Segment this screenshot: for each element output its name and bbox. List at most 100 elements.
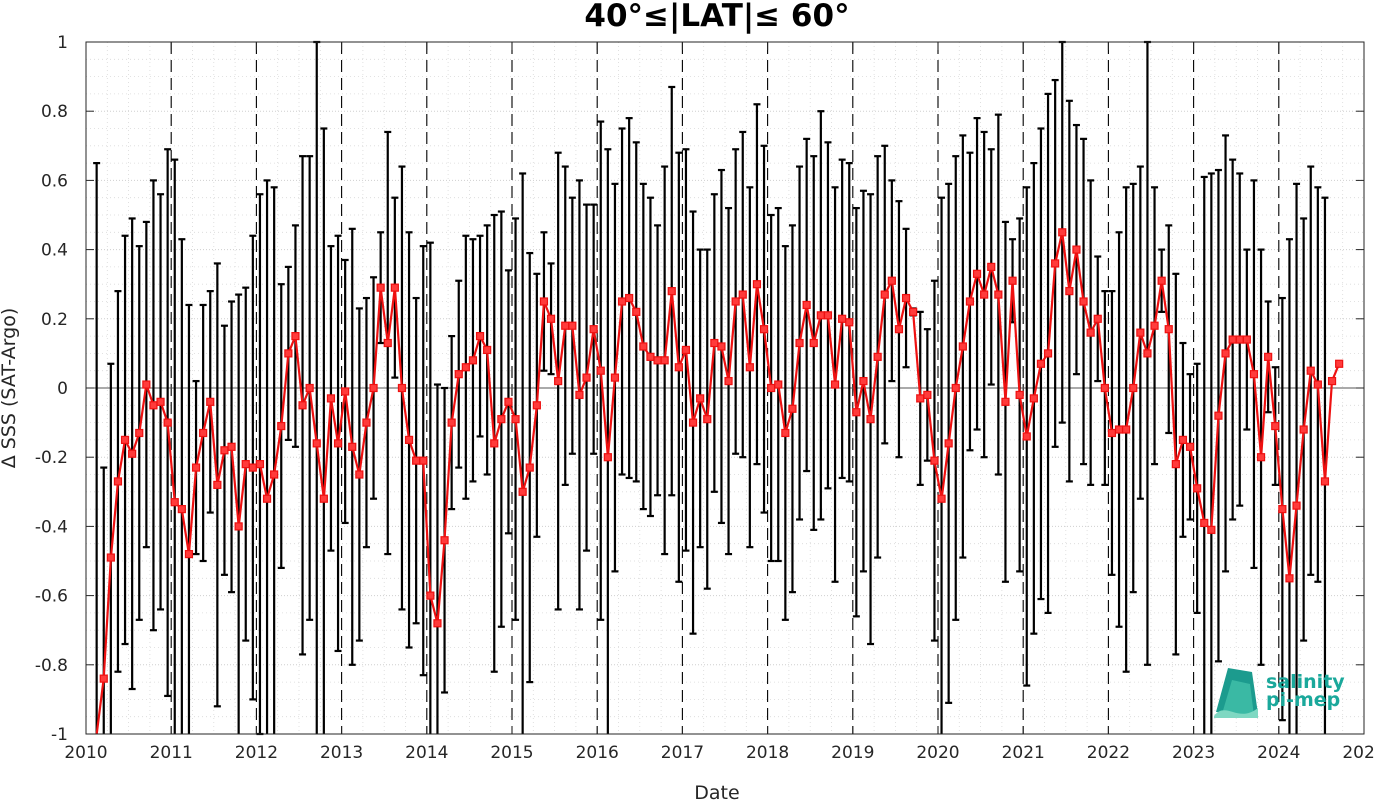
data-point-marker (454, 370, 463, 379)
data-point-marker (1107, 428, 1117, 438)
data-point-marker (475, 332, 485, 341)
data-point-marker (809, 338, 818, 348)
data-point-marker (937, 494, 946, 503)
data-point-marker (355, 470, 364, 479)
y-tick-label: -1 (51, 725, 68, 745)
data-point-marker (696, 394, 705, 403)
x-tick-label: 2021 (1002, 743, 1045, 763)
data-point-marker (838, 314, 847, 323)
wave-logo-icon (1214, 668, 1258, 718)
data-point-marker (1171, 460, 1180, 469)
x-tick-label: 2018 (746, 743, 789, 763)
data-point-marker (1072, 245, 1081, 254)
data-point-marker (1143, 349, 1152, 358)
minor-gridlines (86, 42, 1364, 734)
data-point-marker (1100, 383, 1109, 393)
y-tick-label: 0 (57, 379, 68, 399)
x-tick-label: 2015 (490, 743, 533, 763)
data-point-marker (653, 356, 662, 365)
x-tick-label: 2010 (64, 743, 107, 763)
data-point-marker (1029, 394, 1038, 403)
data-point-marker (632, 307, 641, 316)
error-bar (519, 172, 527, 734)
data-point-marker (248, 463, 257, 472)
data-point-marker (681, 345, 691, 355)
data-point-marker (674, 363, 683, 372)
data-point-marker (291, 332, 300, 341)
data-point-marker (1079, 297, 1088, 306)
x-tick-label: 2023 (1172, 743, 1215, 763)
data-point-marker (1086, 328, 1095, 337)
data-point-marker (1150, 321, 1159, 330)
x-tick-label: 2020 (916, 743, 959, 763)
error-bar (263, 179, 271, 734)
chart-title: 40°≤|LAT|≤ 60° (584, 0, 849, 34)
error-bar (171, 158, 179, 734)
data-point-marker (149, 401, 158, 410)
data-point-marker (660, 356, 669, 365)
x-tick-label: 2016 (576, 743, 619, 763)
y-tick-label: -0.4 (35, 517, 68, 537)
data-point-marker (972, 269, 982, 278)
x-tick-label: 2025 (1342, 743, 1374, 763)
data-point-marker (568, 321, 577, 330)
data-point-marker (511, 415, 520, 424)
y-tick-label: 0.4 (41, 241, 68, 261)
data-point-marker (646, 352, 655, 361)
data-point-marker (554, 376, 563, 386)
data-point-marker (1214, 411, 1223, 420)
y-axis-label: Δ SSS (SAT-Argo) (0, 308, 20, 468)
data-point-marker (994, 290, 1003, 299)
data-point-marker (625, 293, 634, 303)
data-point-marker (433, 619, 442, 628)
error-bar (433, 383, 441, 734)
data-point-marker (781, 428, 790, 438)
data-point-marker (1058, 228, 1067, 237)
data-point-marker (1299, 425, 1308, 434)
data-point-marker (965, 297, 975, 306)
data-point-marker (262, 494, 272, 503)
data-point-marker (1015, 390, 1024, 400)
x-tick-label: 2013 (320, 743, 363, 763)
data-point-marker (1185, 442, 1195, 451)
data-point-marker (859, 376, 868, 386)
data-point-marker (1193, 484, 1202, 493)
data-point-marker (873, 352, 882, 361)
data-point-marker (383, 338, 392, 348)
y-tick-label: 1 (57, 33, 68, 53)
data-point-marker (113, 477, 123, 486)
data-point-marker (1221, 349, 1230, 358)
data-point-marker (582, 373, 591, 382)
data-point-marker (199, 428, 208, 438)
logo-text-salinity: salinity (1266, 671, 1345, 693)
x-tick-label: 2011 (150, 743, 193, 763)
error-bar (1285, 238, 1293, 734)
x-tick-label: 2022 (1087, 743, 1130, 763)
data-point-marker (901, 293, 911, 303)
data-point-marker (319, 494, 328, 503)
data-point-marker (866, 415, 875, 424)
x-tick-label: 2014 (405, 743, 448, 763)
data-point-marker (1256, 453, 1266, 462)
y-tick-label: 0.6 (41, 171, 68, 191)
data-point-marker (270, 470, 279, 479)
error-bar (426, 241, 434, 734)
data-point-marker (1036, 359, 1046, 368)
data-point-marker (589, 325, 598, 334)
x-axis-ticks: 2010 2011 2012 2013 2014 2015 2016 2017 2018 2019… (64, 42, 1374, 763)
data-point-marker (341, 387, 350, 396)
data-point-marker (617, 297, 627, 306)
data-point-marker (1228, 335, 1237, 344)
data-point-marker (802, 300, 811, 310)
data-point-marker (1122, 425, 1131, 434)
data-point-marker (603, 453, 612, 462)
data-point-marker (788, 404, 797, 413)
data-point-marker (326, 394, 336, 403)
error-bar (185, 303, 193, 734)
data-point-marker (1129, 383, 1138, 393)
data-point-marker (241, 460, 250, 469)
data-point-marker (135, 428, 144, 438)
data-point-marker (490, 439, 499, 448)
data-point-marker (1065, 287, 1074, 296)
